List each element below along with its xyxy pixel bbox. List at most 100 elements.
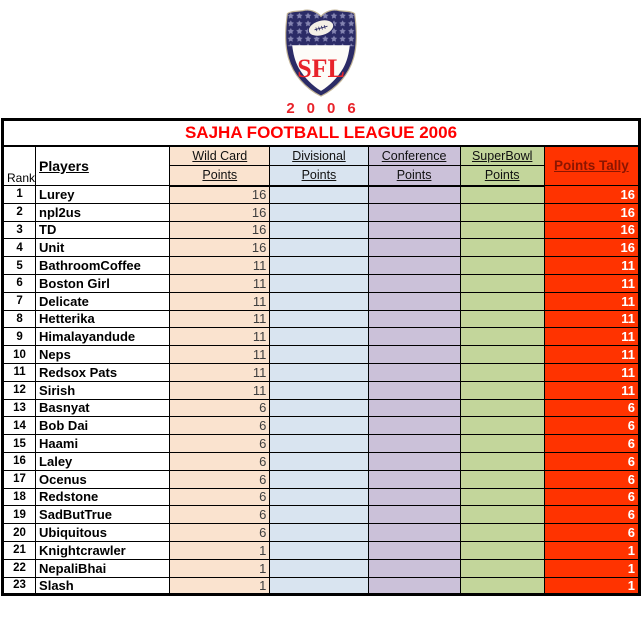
superbowl-points-cell <box>459 380 545 400</box>
conference-points-cell <box>367 434 461 453</box>
conference-points-cell <box>367 380 461 400</box>
conference-points-cell <box>367 451 461 471</box>
superbowl-points-cell <box>459 451 545 471</box>
table-row: 22 NepaliBhai 1 1 <box>1 558 641 578</box>
rank-cell: 20 <box>1 523 37 542</box>
points-tally-cell: 6 <box>543 416 641 436</box>
table-row: 18 Redstone 6 6 <box>1 487 641 507</box>
table-row: 9 Himalayandude 11 11 <box>1 327 641 347</box>
rank-cell: 23 <box>1 576 37 596</box>
player-cell: Neps <box>35 345 171 364</box>
points-tally-cell: 11 <box>543 327 641 347</box>
superbowl-points-cell <box>459 558 545 578</box>
header-row-1: Rank Players Wild Card Divisional Confer… <box>1 145 641 186</box>
table-row: 10 Neps 11 11 <box>1 345 641 364</box>
wild-card-points-cell: 11 <box>169 345 271 364</box>
table-row: 19 SadButTrue 6 6 <box>1 505 641 525</box>
conference-points-cell <box>367 505 461 525</box>
wild-card-points-cell: 6 <box>169 505 271 525</box>
superbowl-points-cell <box>459 487 545 507</box>
points-tally-cell: 6 <box>543 469 641 489</box>
points-tally-cell: 11 <box>543 309 641 329</box>
superbowl-points-cell <box>459 540 545 560</box>
superbowl-points-cell <box>459 256 545 275</box>
league-table: SAJHA FOOTBALL LEAGUE 2006 Rank Players … <box>1 118 641 597</box>
rank-cell: 22 <box>1 558 37 578</box>
player-cell: Basnyat <box>35 398 171 418</box>
rank-cell: 13 <box>1 398 37 418</box>
conference-points-cell <box>367 220 461 240</box>
points-tally-cell: 11 <box>543 291 641 311</box>
column-header-divisional: Divisional <box>269 145 369 166</box>
rank-cell: 14 <box>1 416 37 436</box>
divisional-points-cell <box>269 576 369 596</box>
logo-year: 2006 <box>286 100 368 117</box>
column-header-conference-points: Points <box>367 165 461 187</box>
superbowl-points-cell <box>459 273 545 293</box>
logo-monogram: SFL <box>297 54 345 83</box>
header-row-2: Points Points Points Points <box>3 165 640 187</box>
conference-points-cell <box>367 345 461 364</box>
wild-card-points-cell: 11 <box>169 362 271 382</box>
table-row: 13 Basnyat 6 6 <box>1 398 641 418</box>
points-tally-cell: 6 <box>543 505 641 525</box>
superbowl-points-cell <box>459 416 545 436</box>
wild-card-points-cell: 16 <box>169 185 271 204</box>
conference-points-cell <box>367 256 461 275</box>
table-row: 21 Knightcrawler 1 1 <box>1 540 641 560</box>
wild-card-points-cell: 11 <box>169 273 271 293</box>
superbowl-points-cell <box>459 185 545 204</box>
wild-card-points-cell: 6 <box>169 451 271 471</box>
divisional-points-cell <box>269 416 369 436</box>
player-cell: BathroomCoffee <box>35 256 171 275</box>
table-row: 14 Bob Dai 6 6 <box>1 416 641 436</box>
table-row: 1 Lurey 16 16 <box>1 185 641 204</box>
player-cell: npl2us <box>35 202 171 222</box>
table-row: 16 Laley 6 6 <box>1 451 641 471</box>
table-row: 3 TD 16 16 <box>1 220 641 240</box>
column-header-wild-card-points: Points <box>169 165 271 187</box>
wild-card-points-cell: 16 <box>169 202 271 222</box>
divisional-points-cell <box>269 434 369 453</box>
rank-cell: 19 <box>1 505 37 525</box>
player-cell: Redsox Pats <box>35 362 171 382</box>
rank-cell: 16 <box>1 451 37 471</box>
divisional-points-cell <box>269 291 369 311</box>
superbowl-points-cell <box>459 202 545 222</box>
points-tally-cell: 11 <box>543 273 641 293</box>
points-tally-cell: 1 <box>543 576 641 596</box>
divisional-points-cell <box>269 220 369 240</box>
superbowl-points-cell <box>459 291 545 311</box>
points-tally-cell: 16 <box>543 185 641 204</box>
table-row: 12 Sirish 11 11 <box>1 380 641 400</box>
column-header-superbowl-points: Points <box>459 165 545 187</box>
conference-points-cell <box>367 523 461 542</box>
conference-points-cell <box>367 487 461 507</box>
points-tally-cell: 6 <box>543 487 641 507</box>
conference-points-cell <box>367 309 461 329</box>
rank-cell: 17 <box>1 469 37 489</box>
divisional-points-cell <box>269 398 369 418</box>
rank-cell: 21 <box>1 540 37 560</box>
points-tally-cell: 11 <box>543 380 641 400</box>
superbowl-points-cell <box>459 576 545 596</box>
superbowl-points-cell <box>459 327 545 347</box>
rank-cell: 6 <box>1 273 37 293</box>
player-rows: 1 Lurey 16 16 2 npl2us 16 16 3 TD 16 16 4 Unit 16 16 5 Ba… <box>1 185 641 596</box>
player-cell: Redstone <box>35 487 171 507</box>
column-header-superbowl: SuperBowl <box>459 145 545 166</box>
superbowl-points-cell <box>459 362 545 382</box>
conference-points-cell <box>367 416 461 436</box>
conference-points-cell <box>367 469 461 489</box>
superbowl-points-cell <box>459 220 545 240</box>
column-header-wild-card: Wild Card <box>169 145 271 166</box>
player-cell: Delicate <box>35 291 171 311</box>
divisional-points-cell <box>269 558 369 578</box>
divisional-points-cell <box>269 185 369 204</box>
divisional-points-cell <box>269 523 369 542</box>
conference-points-cell <box>367 576 461 596</box>
conference-points-cell <box>367 273 461 293</box>
conference-points-cell <box>367 238 461 258</box>
superbowl-points-cell <box>459 523 545 542</box>
points-tally-cell: 1 <box>543 540 641 560</box>
